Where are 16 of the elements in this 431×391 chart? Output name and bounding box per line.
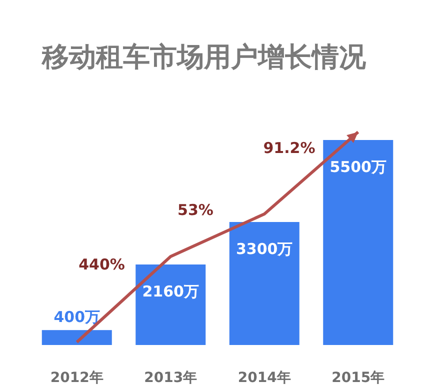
x-tick-label: 2015年 (332, 370, 385, 386)
bar (42, 330, 112, 345)
annotation: 91.2% (263, 139, 316, 157)
bar (229, 222, 300, 345)
annotation: 440% (78, 255, 125, 274)
chart-title: 移动租车市场用户增长情况 (41, 42, 367, 73)
x-tick-label: 2012年 (50, 370, 104, 386)
x-tick-label: 2014年 (238, 370, 291, 386)
data-label: 2160万 (142, 282, 199, 300)
bar (323, 140, 394, 345)
data-label: 5500万 (330, 158, 386, 176)
x-tick-label: 2013年 (144, 370, 198, 386)
data-label: 400万 (54, 308, 100, 326)
data-label: 3300万 (236, 240, 293, 258)
annotation: 53% (178, 201, 214, 220)
bar (136, 264, 206, 345)
